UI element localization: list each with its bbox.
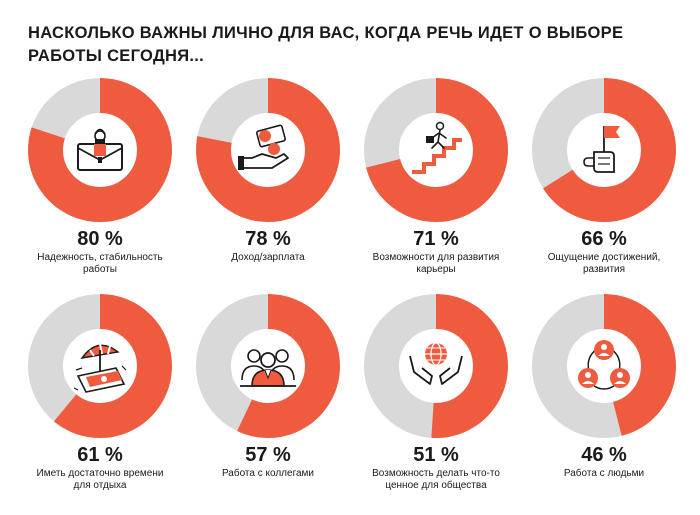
stat-value-3: 71 % bbox=[413, 228, 459, 250]
donut-chart-3 bbox=[364, 78, 508, 222]
stat-label-1-line-1: Надежность, стабильность bbox=[37, 252, 163, 263]
colleagues-icon bbox=[232, 330, 304, 402]
donut-slice-7 bbox=[364, 294, 508, 438]
stat-card-3: 71 % Возможности для развития карьеры bbox=[351, 78, 521, 288]
people-network-icon bbox=[568, 330, 640, 402]
stat-label-8: Работа с людьми bbox=[519, 468, 689, 480]
stat-value-2: 78 % bbox=[245, 228, 291, 250]
flag-hand-icon bbox=[568, 114, 640, 186]
title-line-1: НАСКОЛЬКО ВАЖНЫ ЛИЧНО ДЛЯ ВАС, КОГДА РЕЧ… bbox=[28, 24, 624, 42]
donut-chart-4 bbox=[532, 78, 676, 222]
beach-umbrella-icon bbox=[64, 330, 136, 402]
stat-value-8: 46 % bbox=[581, 444, 627, 466]
stat-label-1: Надежность, стабильность работы bbox=[15, 252, 185, 276]
stat-value-6: 57 % bbox=[245, 444, 291, 466]
stat-label-4: Ощущение достижений, развития bbox=[519, 252, 689, 276]
stat-label-7-line-2: ценное для общества bbox=[385, 480, 487, 491]
stat-label-4-line-2: развития bbox=[582, 264, 626, 275]
stat-label-5-line-1: Иметь достаточно времени bbox=[36, 468, 164, 479]
stat-label-7: Возможность делать что-то ценное для общ… bbox=[351, 468, 521, 492]
stat-label-3-line-2: карьеры bbox=[416, 264, 456, 275]
stat-label-3: Возможности для развития карьеры bbox=[351, 252, 521, 276]
donut-chart-7 bbox=[364, 294, 508, 438]
stat-card-8: 46 % Работа с людьми bbox=[519, 294, 689, 504]
title-line-2: РАБОТЫ СЕГОДНЯ... bbox=[28, 47, 205, 65]
career-stairs-icon bbox=[400, 114, 472, 186]
globe-hands-icon bbox=[400, 330, 472, 402]
stat-label-1-line-2: работы bbox=[83, 264, 117, 275]
donut-chart-6 bbox=[196, 294, 340, 438]
money-hand-icon bbox=[232, 114, 304, 186]
donut-slice-1 bbox=[28, 78, 172, 222]
donut-slice-5 bbox=[28, 294, 172, 438]
stat-label-2-line-1: Доход/зарплата bbox=[231, 252, 305, 263]
stat-card-1: 80 % Надежность, стабильность работы bbox=[15, 78, 185, 288]
donut-chart-8 bbox=[532, 294, 676, 438]
stat-label-6-line-1: Работа с коллегами bbox=[221, 468, 315, 479]
donut-slice-8 bbox=[532, 294, 676, 438]
stat-label-4-line-1: Ощущение достижений, bbox=[547, 252, 661, 263]
stat-label-7-line-1: Возможность делать что-то bbox=[372, 468, 500, 479]
stat-value-7: 51 % bbox=[413, 444, 459, 466]
donut-slice-6 bbox=[196, 294, 340, 438]
stat-value-4: 66 % bbox=[581, 228, 627, 250]
briefcase-icon bbox=[64, 114, 136, 186]
stat-card-6: 57 % Работа с коллегами bbox=[183, 294, 353, 504]
donut-slice-3 bbox=[364, 78, 508, 222]
stat-card-7: 51 % Возможность делать что-то ценное дл… bbox=[351, 294, 521, 504]
stat-label-5: Иметь достаточно времени для отдыха bbox=[15, 468, 185, 492]
stat-card-5: 61 % Иметь достаточно времени для отдыха bbox=[15, 294, 185, 504]
stat-card-2: 78 % Доход/зарплата bbox=[183, 78, 353, 288]
donut-slice-4 bbox=[532, 78, 676, 222]
donut-chart-5 bbox=[28, 294, 172, 438]
donut-slice-2 bbox=[196, 78, 340, 222]
donut-chart-1 bbox=[28, 78, 172, 222]
donut-chart-2 bbox=[196, 78, 340, 222]
stat-label-6: Работа с коллегами bbox=[183, 468, 353, 480]
stat-label-8-line-1: Работа с людьми bbox=[563, 468, 645, 479]
page-title: НАСКОЛЬКО ВАЖНЫ ЛИЧНО ДЛЯ ВАС, КОГДА РЕЧ… bbox=[28, 22, 628, 68]
stat-card-4: 66 % Ощущение достижений, развития bbox=[519, 78, 689, 288]
stat-value-5: 61 % bbox=[77, 444, 123, 466]
stat-label-2: Доход/зарплата bbox=[183, 252, 353, 264]
stat-label-5-line-2: для отдыха bbox=[73, 480, 127, 491]
stat-value-1: 80 % bbox=[77, 228, 123, 250]
stat-label-3-line-1: Возможности для развития bbox=[372, 252, 500, 263]
